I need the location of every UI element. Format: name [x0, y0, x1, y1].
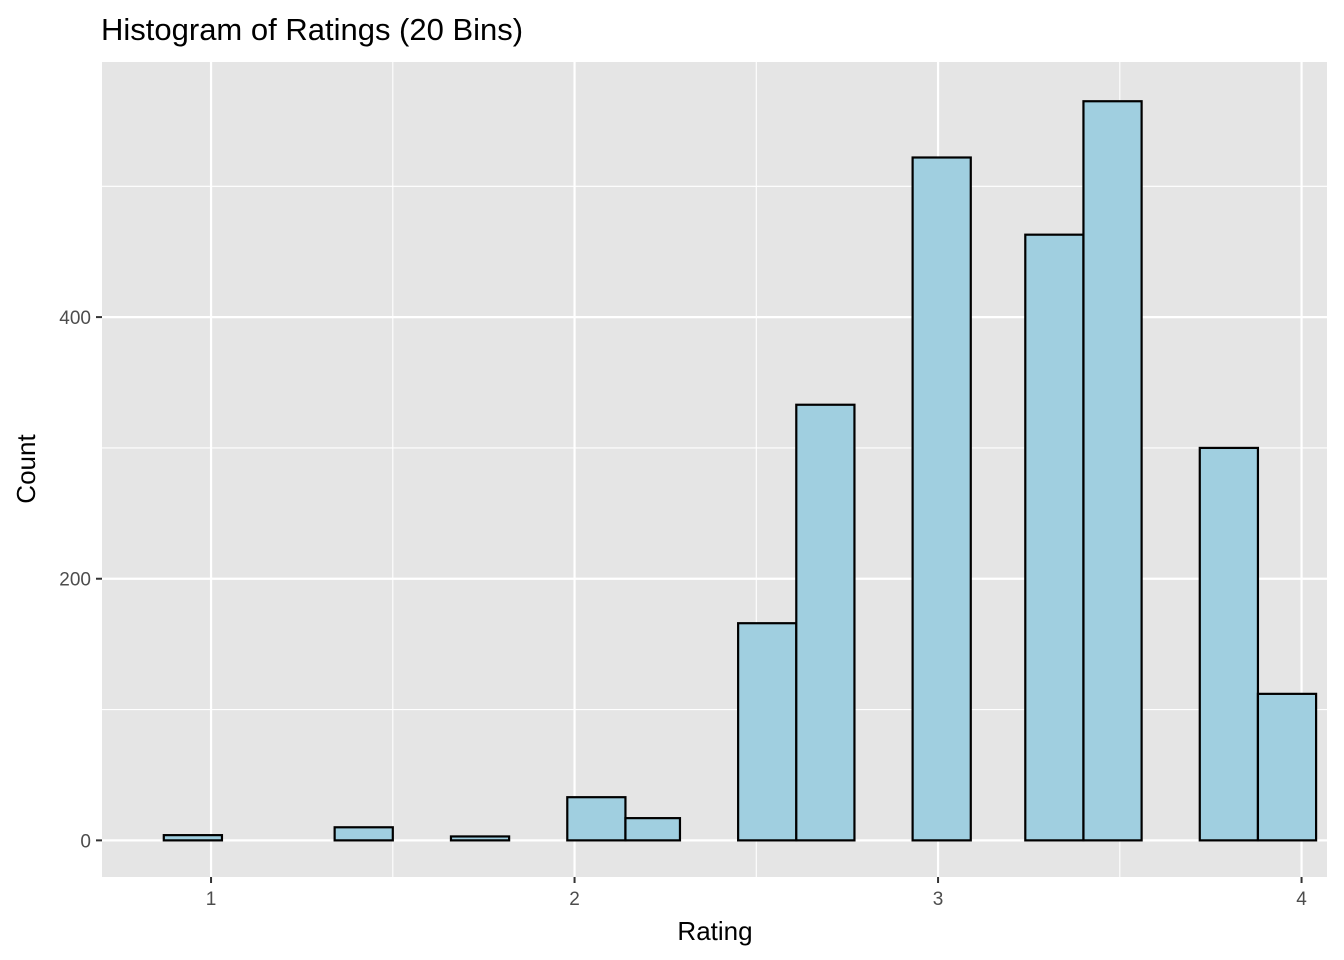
histogram-bar [566, 796, 627, 842]
y-tick-label: 0 [80, 831, 91, 852]
chart-title: Histogram of Ratings (20 Bins) [101, 12, 523, 47]
histogram-bar [1198, 446, 1260, 842]
x-tick-label: 2 [569, 889, 580, 910]
histogram-bar [162, 834, 224, 842]
x-tick-label: 4 [1296, 889, 1307, 910]
x-tick-label: 3 [933, 889, 944, 910]
y-axis: 0 200 400 [59, 308, 102, 852]
y-axis-title: Count [11, 434, 41, 504]
histogram-bar [795, 403, 856, 842]
histogram-bar [1256, 692, 1318, 842]
y-tick-label: 200 [59, 570, 91, 591]
histogram-bar [449, 835, 511, 842]
plot-panel [102, 62, 1327, 877]
histogram-bar [333, 826, 394, 842]
histogram-bars [162, 100, 1318, 842]
histogram-bar [1082, 100, 1143, 842]
histogram-bar [624, 817, 682, 842]
x-tick-label: 1 [206, 889, 217, 910]
x-axis: 1 2 3 4 [206, 877, 1307, 910]
histogram-bar [737, 622, 798, 842]
x-axis-title: Rating [677, 916, 752, 946]
y-tick-label: 400 [59, 308, 91, 329]
histogram-bar [1024, 233, 1085, 842]
histogram-bar [911, 156, 972, 842]
